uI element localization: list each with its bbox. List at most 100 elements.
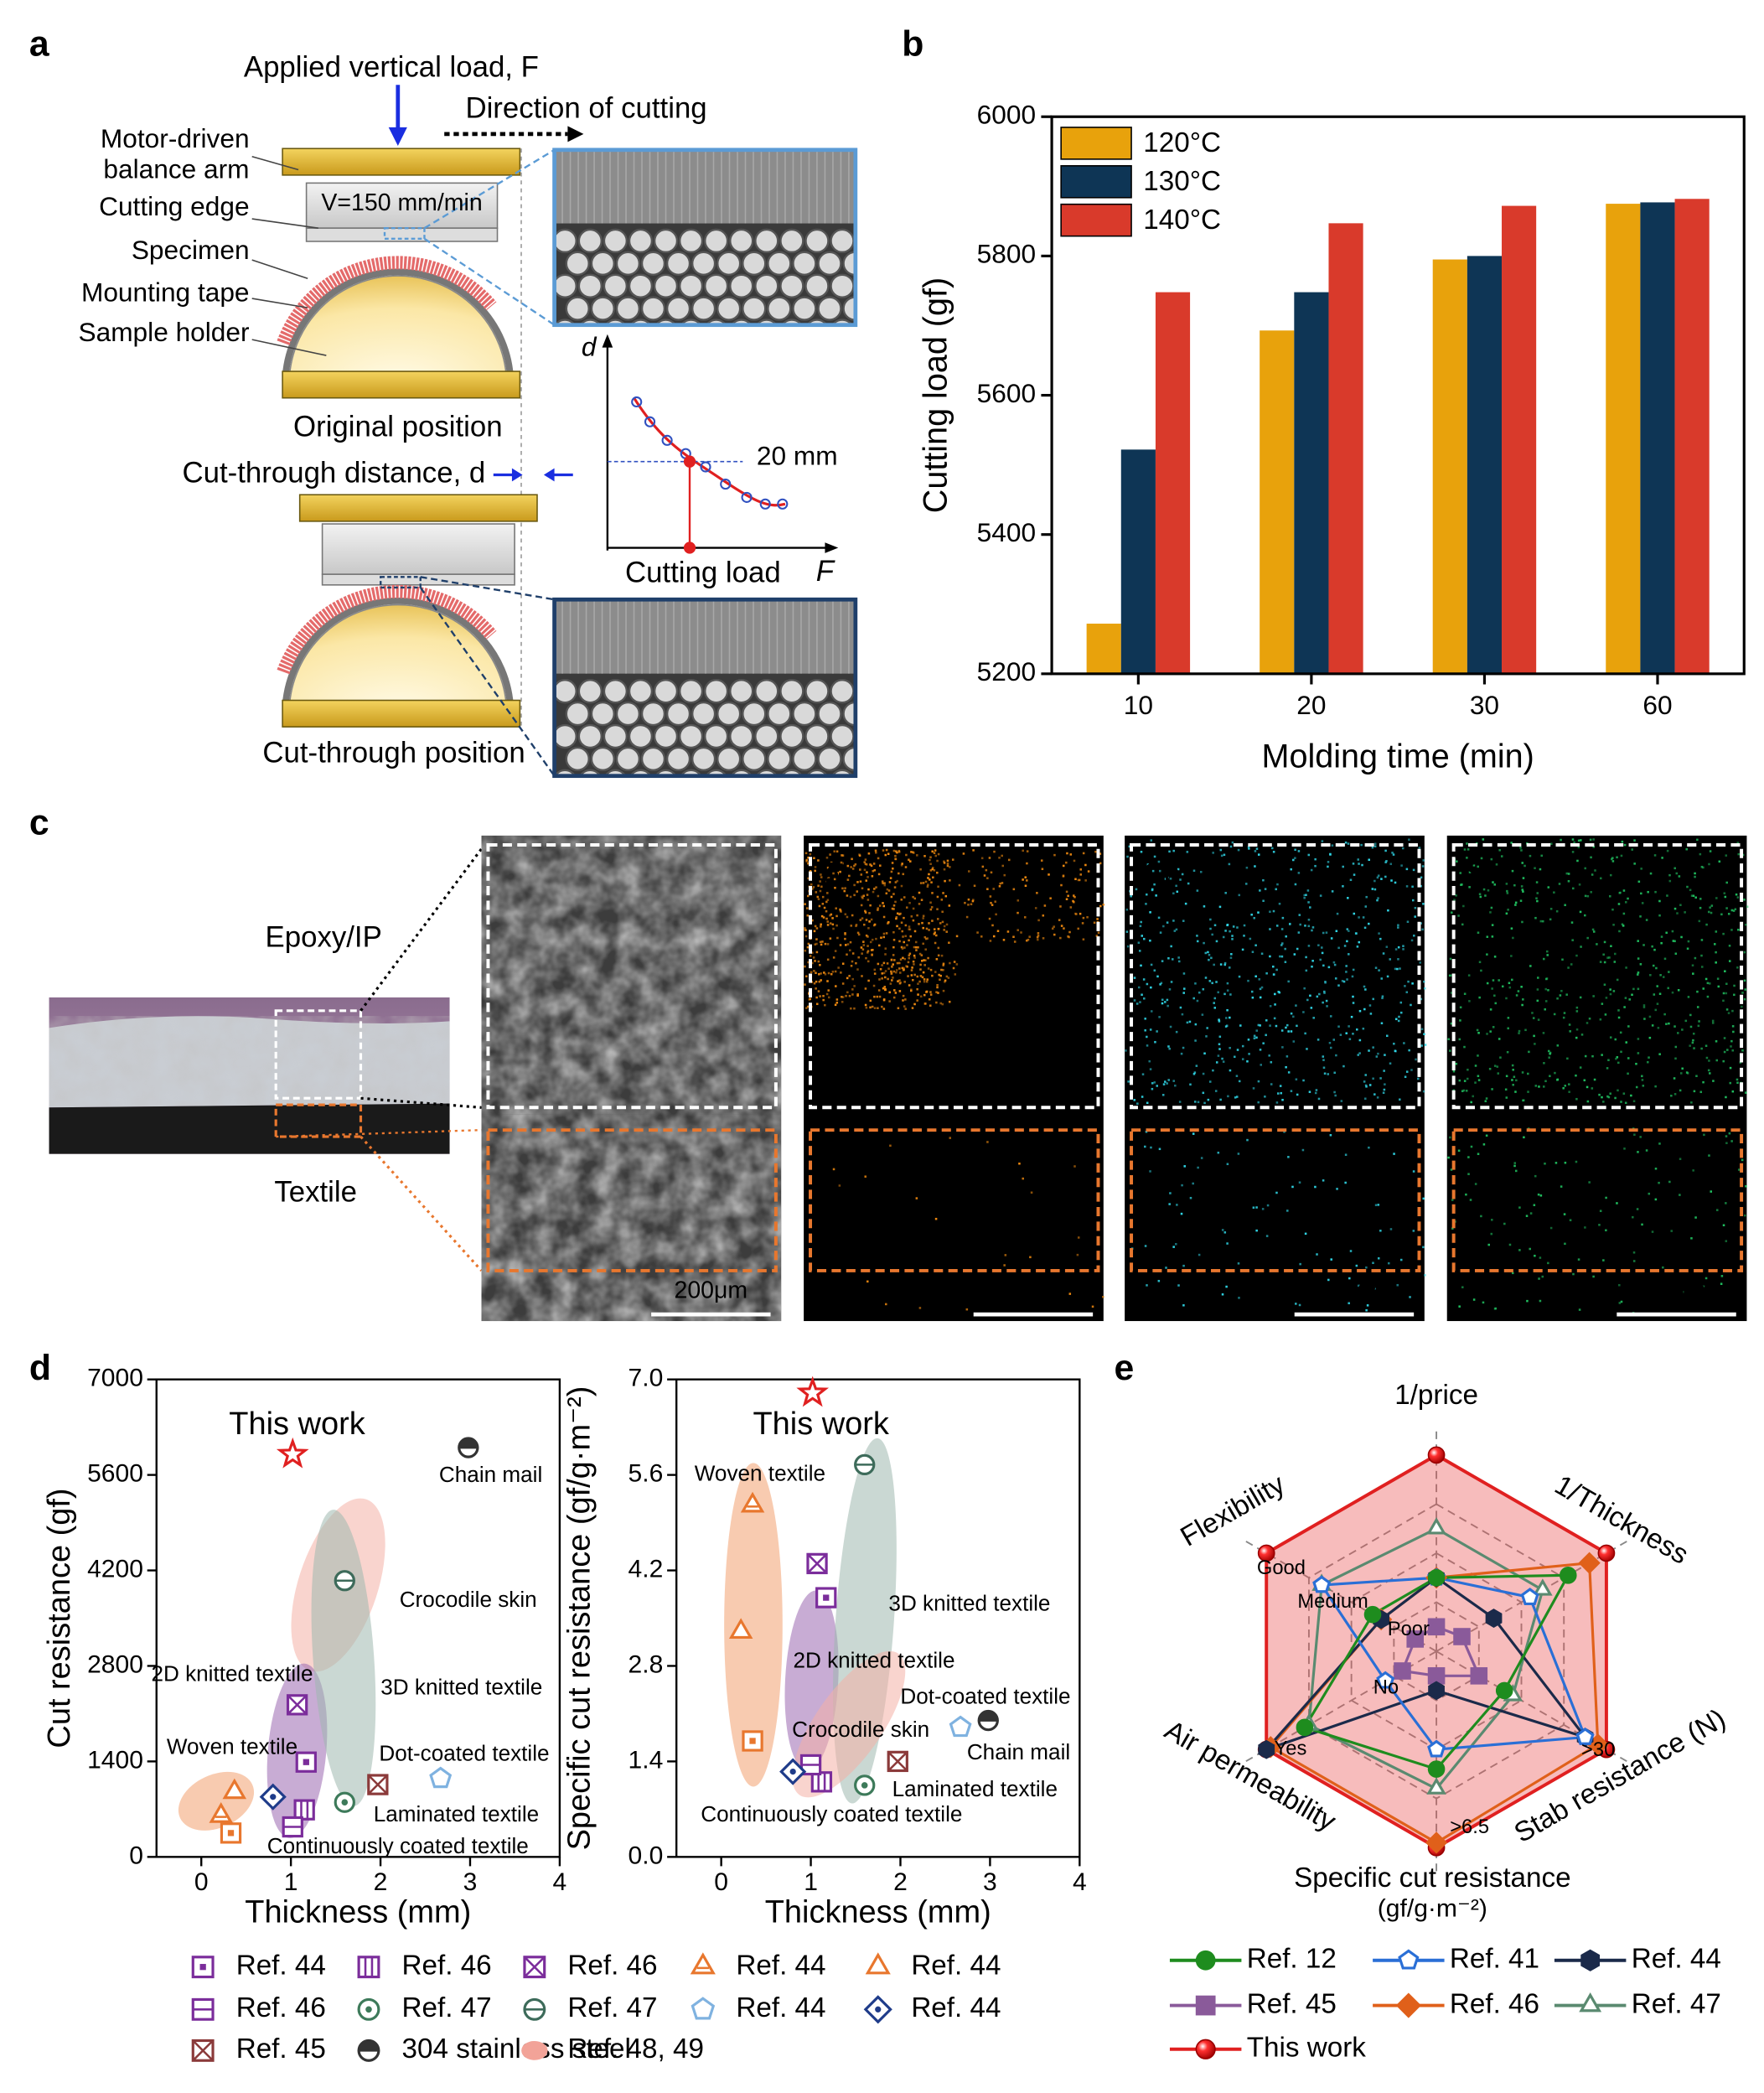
element-signal: [870, 918, 873, 921]
element-signal: [1003, 1264, 1006, 1267]
element-signal: [1150, 1010, 1153, 1013]
element-signal: [877, 989, 881, 992]
element-signal: [1323, 1072, 1327, 1075]
element-signal: [883, 882, 886, 884]
element-signal: [1295, 1078, 1298, 1080]
element-signal: [820, 972, 822, 975]
element-signal: [1493, 1065, 1497, 1067]
element-signal: [918, 891, 921, 894]
photo-epoxy-texture: [49, 1016, 450, 1106]
element-signal: [1294, 883, 1297, 886]
element-signal: [1558, 883, 1561, 885]
element-signal: [1030, 1191, 1033, 1194]
element-signal: [1560, 989, 1563, 992]
element-signal: [1617, 1061, 1620, 1065]
element-signal: [1315, 1089, 1318, 1091]
element-signal: [1539, 868, 1542, 871]
element-signal: [1700, 966, 1704, 968]
element-signal: [1579, 910, 1582, 914]
element-signal: [1661, 857, 1663, 859]
element-signal: [921, 921, 923, 925]
element-signal: [906, 944, 908, 946]
element-signal: [1377, 897, 1379, 899]
element-signal: [810, 971, 813, 974]
element-signal: [804, 935, 808, 938]
element-signal: [1649, 974, 1652, 977]
element-signal: [1229, 1046, 1231, 1049]
element-signal: [1702, 1080, 1705, 1084]
element-signal: [1026, 850, 1029, 852]
legend-label: Ref. 47: [1632, 1988, 1721, 2019]
element-signal: [1482, 1301, 1485, 1304]
element-signal: [1265, 972, 1268, 975]
element-signal: [807, 1005, 810, 1008]
element-signal: [1345, 971, 1348, 973]
fiber: [894, 702, 917, 725]
element-signal: [1141, 1073, 1145, 1075]
element-signal: [1534, 1254, 1536, 1257]
element-signal: [1274, 992, 1276, 996]
element-signal: [1586, 1085, 1589, 1089]
element-signal: [1358, 1039, 1362, 1042]
element-signal: [815, 996, 818, 999]
element-signal: [1022, 849, 1024, 852]
element-signal: [820, 925, 822, 928]
element-signal: [1365, 1085, 1368, 1088]
element-signal: [1392, 853, 1395, 856]
element-signal: [1352, 968, 1355, 971]
fiber: [678, 273, 704, 298]
element-signal: [1575, 1074, 1577, 1077]
element-signal: [900, 945, 903, 949]
element-signal: [856, 931, 860, 935]
element-signal: [1414, 906, 1417, 909]
element-signal: [848, 874, 851, 878]
element-signal: [1262, 899, 1265, 903]
element-signal: [820, 873, 822, 876]
element-signal: [841, 996, 843, 998]
element-signal: [1692, 972, 1694, 975]
element-signal: [826, 892, 829, 894]
element-signal: [916, 854, 918, 857]
epoxy-label: Epoxy/IP: [266, 921, 382, 954]
element-signal: [1515, 994, 1518, 997]
element-signal: [917, 993, 919, 996]
element-signal: [890, 958, 893, 961]
fiber: [617, 793, 639, 816]
element-signal: [1176, 890, 1179, 894]
element-signal: [1001, 854, 1003, 857]
element-signal: [937, 992, 939, 994]
element-signal: [1372, 997, 1374, 1001]
element-signal: [894, 900, 897, 904]
element-signal: [1371, 846, 1374, 849]
element-signal: [1684, 911, 1686, 914]
element-signal: [1363, 926, 1367, 930]
connector: [360, 1096, 482, 1109]
element-signal: [820, 979, 822, 982]
element-signal: [1591, 928, 1595, 931]
element-signal: [919, 995, 923, 998]
element-signal: [1226, 1008, 1229, 1012]
element-signal: [1708, 982, 1711, 985]
element-signal: [931, 920, 934, 922]
element-signal: [1126, 855, 1129, 858]
element-signal: [1745, 1184, 1747, 1188]
marker: [1427, 1760, 1446, 1778]
element-signal: [1322, 1066, 1326, 1070]
element-signal: [892, 908, 895, 910]
element-signal: [1741, 1049, 1744, 1052]
element-signal: [851, 993, 854, 996]
element-signal: [1462, 1089, 1466, 1092]
element-signal: [1182, 1046, 1185, 1049]
element-signal: [1570, 921, 1574, 924]
element-signal: [1280, 944, 1283, 946]
element-signal: [1287, 980, 1290, 983]
element-signal: [1737, 928, 1740, 931]
element-signal: [935, 991, 938, 993]
element-signal: [910, 851, 913, 853]
element-signal: [884, 970, 887, 972]
element-signal: [1580, 1034, 1584, 1036]
element-signal: [1690, 1101, 1693, 1104]
element-signal: [1569, 1219, 1572, 1221]
element-signal: [936, 895, 939, 899]
element-signal: [1737, 1168, 1741, 1171]
